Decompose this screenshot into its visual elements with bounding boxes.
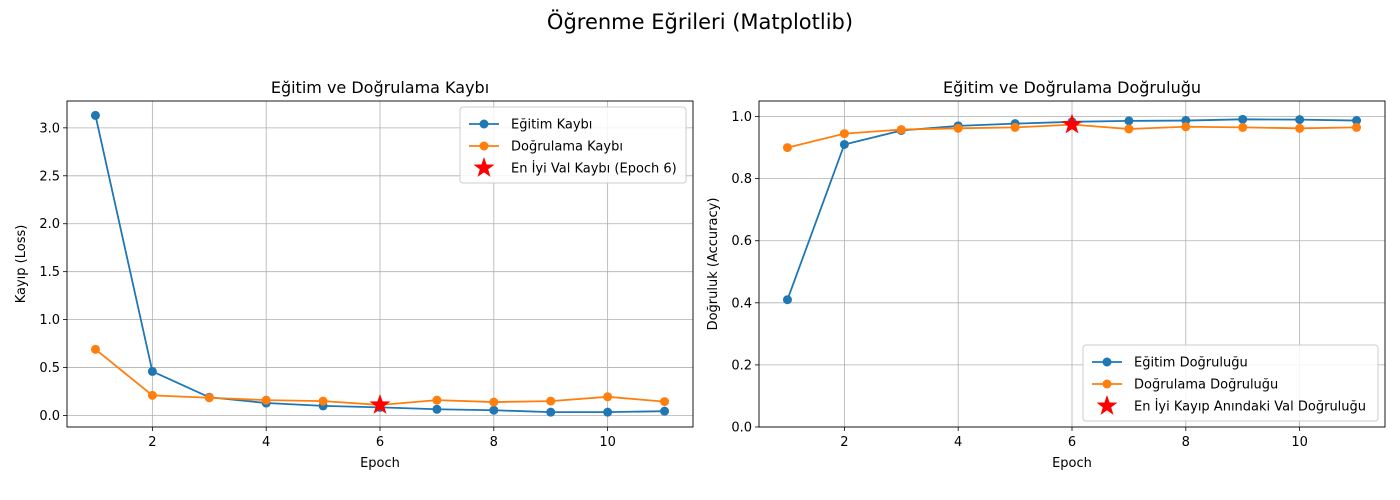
- series-1-point: [1295, 115, 1305, 125]
- series-2-point: [204, 393, 214, 403]
- legend-box: [459, 106, 687, 184]
- series-1-point: [90, 110, 100, 120]
- legend: Eğitim Doğruluğu Doğrulama Doğruluğu En İy…: [1082, 344, 1379, 422]
- x-tick-label: 8: [1182, 435, 1190, 450]
- series-1-point: [546, 407, 556, 417]
- y-axis-label: Doğruluk (Accuracy): [706, 198, 721, 331]
- chart-2: 2 4 6 8 10 0.0 0.2 0.4 0.6 0.8 1.0 Eğitim ve Doğrul…: [706, 78, 1386, 471]
- y-tick-label: 1.0: [731, 110, 752, 125]
- y-tick-label: 0.5: [39, 361, 60, 376]
- legend-label: Eğitim Kaybı: [511, 118, 592, 133]
- series-2-point: [90, 344, 100, 354]
- series-1-point: [432, 404, 442, 414]
- best-marker-star: [369, 393, 391, 414]
- legend-point-swatch: [1102, 379, 1112, 389]
- legend-box: [1082, 344, 1379, 422]
- x-tick-label: 8: [490, 435, 498, 450]
- x-tick-label: 2: [840, 435, 848, 450]
- series-2-point: [953, 123, 963, 133]
- chart-1: 2 4 6 8 10 0.0 0.5 1.0 1.5 2.0 2.5 3.0 Eğitim ve Doğ…: [14, 78, 694, 471]
- y-tick-label: 1.0: [39, 313, 60, 328]
- series-1-point: [839, 139, 849, 149]
- figure-suptitle: Öğrenme Eğrileri (Matplotlib): [547, 9, 853, 34]
- y-tick-label: 0.0: [39, 409, 60, 424]
- series-1-point: [489, 405, 499, 415]
- x-axis-label: Epoch: [1052, 456, 1092, 471]
- series-1-point: [603, 407, 613, 417]
- series-2-point: [489, 397, 499, 407]
- series-2-point: [546, 396, 556, 406]
- y-tick-label: 0.4: [731, 296, 752, 311]
- series-2-point: [603, 392, 613, 402]
- legend-label: Doğrulama Kaybı: [511, 140, 623, 155]
- chart-title: Eğitim ve Doğrulama Doğruluğu: [943, 78, 1201, 97]
- series-1-point: [1124, 116, 1134, 126]
- series-1-point: [1238, 114, 1248, 124]
- series-2-point: [1181, 122, 1191, 132]
- series-2-point: [1124, 124, 1134, 134]
- legend-point-swatch: [1102, 357, 1112, 367]
- legend-label: En İyi Kayıp Anındaki Val Doğruluğu: [1134, 399, 1366, 415]
- series-2-point: [782, 143, 792, 153]
- series-2-point: [1295, 123, 1305, 133]
- y-tick-label: 0.0: [731, 421, 752, 436]
- y-tick-label: 2.0: [39, 217, 60, 232]
- legend-point-swatch: [479, 119, 489, 129]
- legend-label: Eğitim Doğruluğu: [1134, 356, 1248, 371]
- x-tick-label: 2: [148, 435, 156, 450]
- y-tick-label: 0.8: [731, 172, 752, 187]
- series-1-point: [782, 295, 792, 305]
- legend-star-swatch: [473, 157, 495, 177]
- series-2-point: [896, 125, 906, 135]
- chart-title: Eğitim ve Doğrulama Kaybı: [271, 78, 489, 97]
- best-marker-star: [1061, 113, 1083, 134]
- x-tick-label: 6: [376, 435, 384, 450]
- plot-frame: [66, 100, 694, 428]
- y-tick-label: 2.5: [39, 169, 60, 184]
- legend-label: En İyi Val Kaybı (Epoch 6): [511, 161, 677, 177]
- legend-label: Doğrulama Doğruluğu: [1134, 378, 1278, 393]
- x-axis-label: Epoch: [360, 456, 400, 471]
- series-2-point: [1238, 122, 1248, 132]
- x-tick-label: 6: [1068, 435, 1076, 450]
- legend-point-swatch: [479, 141, 489, 151]
- series-2-point: [318, 396, 328, 406]
- legend: Eğitim Kaybı Doğrulama Kaybı En İyi Val Ka…: [459, 106, 687, 184]
- series-2-point: [660, 397, 670, 407]
- series-2-point: [1010, 122, 1020, 132]
- series-2-point: [1352, 122, 1362, 132]
- series-1-point: [660, 406, 670, 416]
- x-tick-label: 4: [262, 435, 270, 450]
- y-tick-label: 3.0: [39, 121, 60, 136]
- x-tick-label: 10: [1291, 435, 1308, 450]
- x-tick-label: 4: [954, 435, 962, 450]
- y-tick-label: 1.5: [39, 265, 60, 280]
- series-1-point: [147, 366, 157, 376]
- series-2-point: [839, 129, 849, 139]
- series-2-point: [261, 395, 271, 405]
- series-2-point: [432, 395, 442, 405]
- x-tick-label: 10: [599, 435, 616, 450]
- y-tick-label: 0.2: [731, 358, 752, 373]
- y-tick-label: 0.6: [731, 234, 752, 249]
- plot-frame: [758, 100, 1386, 428]
- series-1-point: [1352, 116, 1362, 126]
- y-axis-label: Kayıp (Loss): [14, 225, 29, 304]
- series-2-point: [147, 390, 157, 400]
- series-1-point: [1181, 116, 1191, 126]
- legend-star-swatch: [1096, 395, 1118, 415]
